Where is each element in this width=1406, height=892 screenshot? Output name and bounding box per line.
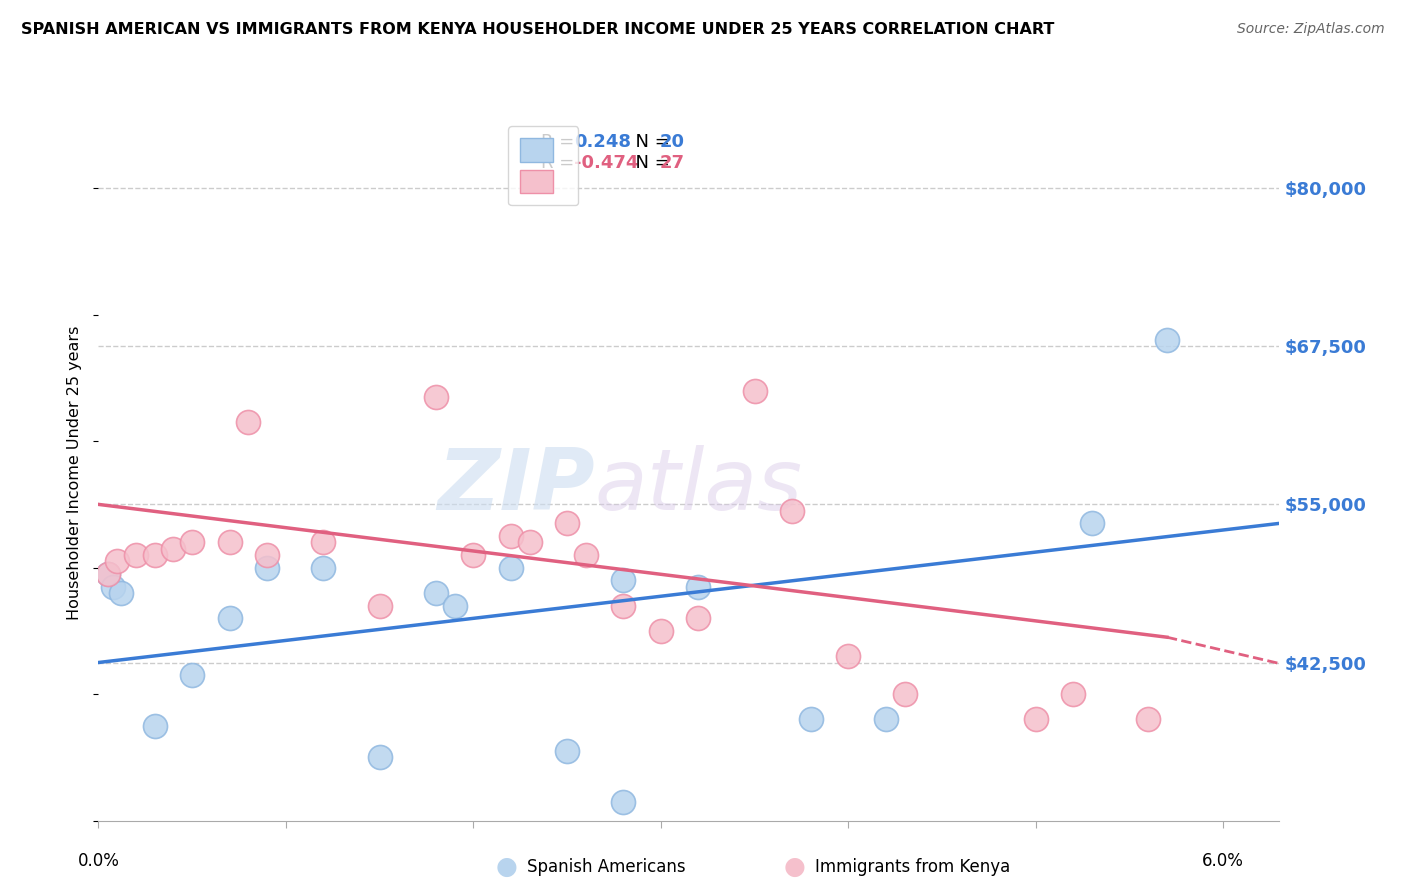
Text: R =: R =	[541, 154, 581, 172]
Point	[555, 516, 578, 531]
Text: 0.0%: 0.0%	[77, 852, 120, 871]
Text: Source: ZipAtlas.com: Source: ZipAtlas.com	[1237, 22, 1385, 37]
Point	[555, 744, 578, 758]
Point	[110, 586, 132, 600]
Point	[499, 529, 522, 543]
Point	[238, 415, 260, 429]
Point	[97, 566, 120, 581]
Point	[650, 624, 672, 638]
Point	[256, 560, 278, 574]
Text: -0.474: -0.474	[575, 154, 638, 172]
Point	[143, 719, 166, 733]
Text: N =: N =	[624, 154, 675, 172]
Point	[499, 560, 522, 574]
Point	[800, 713, 823, 727]
Point	[1081, 516, 1104, 531]
Point	[744, 384, 766, 398]
Point	[612, 574, 634, 588]
Point	[1062, 687, 1084, 701]
Point	[218, 611, 240, 625]
Point	[256, 548, 278, 562]
Point	[162, 541, 184, 556]
Point	[368, 599, 391, 613]
Text: 27: 27	[659, 154, 685, 172]
Text: 0.248: 0.248	[575, 133, 631, 152]
Point	[143, 548, 166, 562]
Point	[103, 580, 125, 594]
Point	[780, 504, 803, 518]
Point	[181, 668, 204, 682]
Point	[1137, 713, 1160, 727]
Text: ●: ●	[783, 855, 806, 879]
Point	[1156, 333, 1178, 347]
Point	[425, 586, 447, 600]
Y-axis label: Householder Income Under 25 years: Householder Income Under 25 years	[67, 326, 83, 620]
Point	[463, 548, 485, 562]
Legend: , : ,	[509, 127, 578, 205]
Point	[893, 687, 915, 701]
Point	[105, 554, 128, 568]
Point	[875, 713, 897, 727]
Point	[368, 750, 391, 764]
Point	[612, 795, 634, 809]
Text: N =: N =	[624, 133, 675, 152]
Text: Immigrants from Kenya: Immigrants from Kenya	[815, 858, 1011, 876]
Text: atlas: atlas	[595, 445, 803, 528]
Point	[612, 599, 634, 613]
Point	[97, 566, 120, 581]
Point	[519, 535, 541, 549]
Text: R =: R =	[541, 133, 581, 152]
Text: SPANISH AMERICAN VS IMMIGRANTS FROM KENYA HOUSEHOLDER INCOME UNDER 25 YEARS CORR: SPANISH AMERICAN VS IMMIGRANTS FROM KENY…	[21, 22, 1054, 37]
Text: 6.0%: 6.0%	[1202, 852, 1244, 871]
Point	[425, 390, 447, 404]
Point	[125, 548, 148, 562]
Point	[575, 548, 598, 562]
Point	[312, 535, 335, 549]
Point	[688, 580, 710, 594]
Text: 20: 20	[659, 133, 685, 152]
Point	[181, 535, 204, 549]
Point	[312, 560, 335, 574]
Point	[837, 649, 859, 664]
Point	[443, 599, 465, 613]
Point	[1025, 713, 1047, 727]
Text: ZIP: ZIP	[437, 445, 595, 528]
Text: Spanish Americans: Spanish Americans	[527, 858, 686, 876]
Point	[218, 535, 240, 549]
Text: ●: ●	[495, 855, 517, 879]
Point	[688, 611, 710, 625]
